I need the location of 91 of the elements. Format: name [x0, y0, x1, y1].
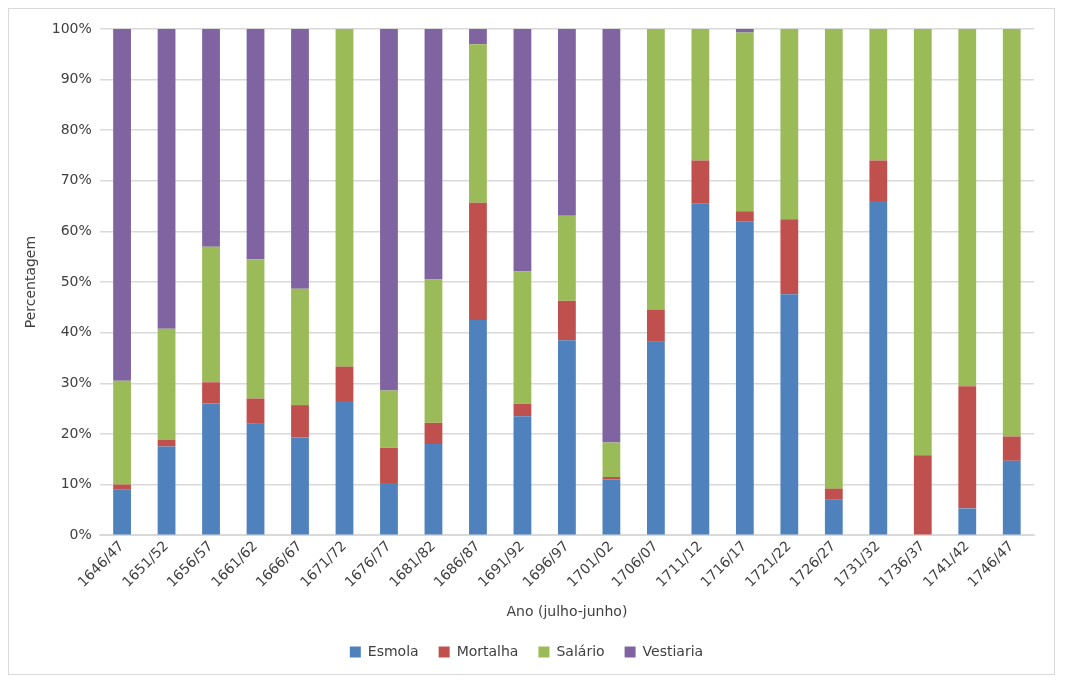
bar	[335, 366, 354, 402]
y-tick-label: 70%	[60, 171, 92, 188]
bar	[1002, 29, 1021, 437]
bar	[735, 221, 754, 535]
legend-label: Salário	[556, 642, 605, 659]
bar	[113, 29, 131, 381]
x-axis-title: Ano (julho-junho)	[506, 603, 628, 620]
bar	[558, 340, 576, 535]
bar	[780, 219, 799, 295]
bar	[202, 403, 220, 535]
bar	[735, 32, 754, 212]
y-tick-label: 80%	[60, 120, 92, 137]
y-tick-label: 20%	[60, 424, 92, 441]
bar	[513, 416, 532, 535]
legend-label: Vestiaria	[642, 642, 704, 659]
bar	[513, 29, 532, 272]
bar	[958, 508, 977, 535]
bar	[291, 437, 309, 535]
bar	[113, 380, 131, 485]
y-tick-label: 10%	[60, 475, 92, 492]
y-tick-label: 60%	[60, 222, 92, 239]
bar	[380, 29, 398, 391]
bar	[157, 328, 176, 441]
bar	[513, 403, 532, 417]
bar	[958, 386, 977, 509]
bar	[246, 259, 265, 399]
bar	[691, 203, 710, 535]
legend-label: Mortalha	[456, 642, 519, 659]
bar	[869, 29, 888, 161]
bar	[291, 29, 309, 289]
bar	[246, 398, 265, 424]
bar	[869, 201, 888, 535]
bar	[157, 29, 176, 329]
bar	[113, 484, 131, 490]
y-tick-label: 90%	[60, 70, 92, 87]
bar	[113, 489, 131, 535]
bar	[1002, 460, 1021, 535]
y-tick-label: 100%	[51, 19, 92, 36]
bar	[291, 288, 309, 406]
bar	[424, 422, 443, 445]
bar	[824, 488, 843, 500]
bar	[424, 444, 443, 535]
bar	[558, 29, 576, 216]
bar	[602, 476, 621, 480]
y-tick-label: 30%	[60, 373, 92, 390]
bar	[380, 447, 398, 484]
bar	[869, 160, 888, 202]
bar	[602, 479, 621, 535]
bar	[602, 29, 621, 443]
bar	[335, 401, 354, 535]
y-axis-title: Percentagem	[22, 235, 39, 329]
bar	[958, 29, 977, 387]
bar	[1002, 436, 1021, 461]
legend-label: Esmola	[367, 642, 419, 659]
bar	[469, 320, 487, 535]
bar	[469, 44, 487, 203]
bar	[291, 405, 309, 438]
bar	[157, 446, 176, 535]
bar	[646, 309, 665, 342]
bar	[602, 442, 621, 477]
y-tick-label: 40%	[60, 323, 92, 340]
bar	[913, 29, 932, 456]
bar	[691, 29, 710, 161]
bar	[202, 29, 220, 247]
bar	[380, 390, 398, 448]
bar	[735, 29, 754, 33]
bar	[646, 341, 665, 535]
bar	[380, 483, 398, 535]
bar	[469, 29, 487, 45]
bar	[424, 279, 443, 423]
y-tick-label: 50%	[60, 272, 92, 289]
bar	[335, 29, 354, 367]
bar	[780, 294, 799, 535]
bar	[157, 440, 176, 447]
bar	[780, 29, 799, 220]
bar	[202, 246, 220, 383]
y-tick-label: 0%	[69, 525, 92, 542]
bar	[735, 211, 754, 222]
bar	[513, 271, 532, 404]
bar	[691, 160, 710, 204]
bar	[469, 202, 487, 321]
bar	[646, 29, 665, 310]
bar	[246, 29, 265, 260]
bar	[424, 29, 443, 280]
bar	[202, 382, 220, 404]
bar	[913, 455, 932, 535]
bar	[824, 29, 843, 489]
bar	[824, 499, 843, 535]
bar	[246, 423, 265, 535]
bar	[558, 215, 576, 301]
bar	[558, 300, 576, 341]
